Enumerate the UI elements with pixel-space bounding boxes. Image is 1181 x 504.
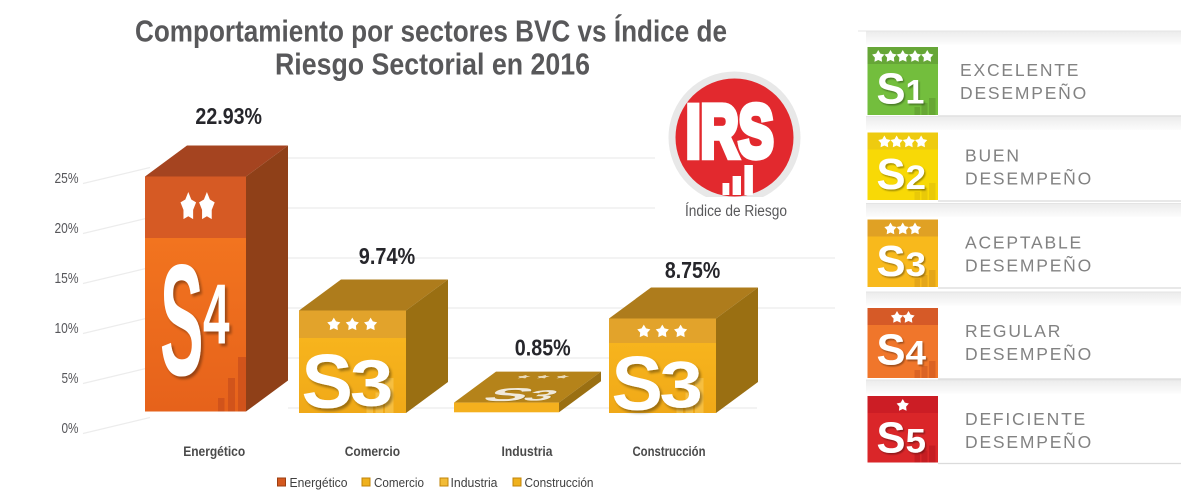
svg-text:DESEMPEÑO: DESEMPEÑO [960, 82, 1088, 103]
svg-text:22.93%: 22.93% [195, 103, 262, 129]
svg-text:5%: 5% [62, 370, 79, 387]
svg-text:Energético: Energético [183, 443, 245, 459]
svg-text:10%: 10% [55, 320, 79, 337]
svg-text:0.85%: 0.85% [515, 335, 571, 361]
svg-text:IRS: IRS [686, 90, 774, 173]
svg-text:ACEPTABLE: ACEPTABLE [965, 233, 1083, 253]
svg-text:3: 3 [660, 349, 703, 422]
svg-text:S: S [160, 231, 203, 409]
svg-text:8.75%: 8.75% [665, 257, 720, 283]
svg-text:3: 3 [350, 347, 393, 420]
svg-text:DESEMPEÑO: DESEMPEÑO [965, 431, 1093, 452]
svg-text:Índice de Riesgo: Índice de Riesgo [685, 203, 787, 220]
svg-text:Riesgo Sectorial en 2016: Riesgo Sectorial en 2016 [275, 48, 590, 82]
svg-text:Comercio: Comercio [374, 475, 424, 490]
svg-text:Comportamiento por sectores BV: Comportamiento por sectores BVC vs Índic… [135, 14, 727, 49]
svg-text:S: S [302, 339, 353, 425]
svg-text:Energético: Energético [290, 475, 348, 490]
svg-text:4: 4 [906, 335, 927, 373]
svg-text:DESEMPEÑO: DESEMPEÑO [965, 255, 1093, 276]
svg-text:DEFICIENTE: DEFICIENTE [965, 409, 1087, 429]
svg-text:EXCELENTE: EXCELENTE [960, 60, 1080, 80]
svg-text:S: S [877, 151, 906, 199]
svg-text:0%: 0% [62, 420, 79, 437]
svg-text:Comercio: Comercio [345, 443, 400, 459]
svg-text:1: 1 [906, 74, 925, 112]
svg-text:15%: 15% [55, 270, 79, 287]
svg-text:Construcción: Construcción [633, 443, 706, 459]
svg-text:DESEMPEÑO: DESEMPEÑO [965, 343, 1093, 364]
svg-text:Industria: Industria [502, 443, 553, 459]
svg-text:S: S [877, 238, 906, 286]
svg-text:S: S [877, 327, 906, 375]
svg-text:REGULAR: REGULAR [965, 321, 1062, 341]
svg-text:20%: 20% [55, 220, 79, 237]
svg-text:5: 5 [906, 423, 927, 461]
svg-text:BUEN: BUEN [965, 146, 1021, 166]
svg-text:Industria: Industria [451, 475, 499, 490]
svg-text:2: 2 [906, 159, 927, 197]
svg-text:Construcción: Construcción [525, 475, 594, 490]
svg-text:S: S [877, 415, 906, 463]
svg-text:9.74%: 9.74% [359, 243, 415, 269]
svg-text:4: 4 [203, 267, 229, 362]
svg-text:25%: 25% [55, 170, 79, 187]
svg-text:3: 3 [906, 246, 927, 284]
svg-text:S: S [877, 66, 906, 114]
svg-text:S: S [612, 341, 663, 427]
svg-text:DESEMPEÑO: DESEMPEÑO [965, 168, 1093, 189]
